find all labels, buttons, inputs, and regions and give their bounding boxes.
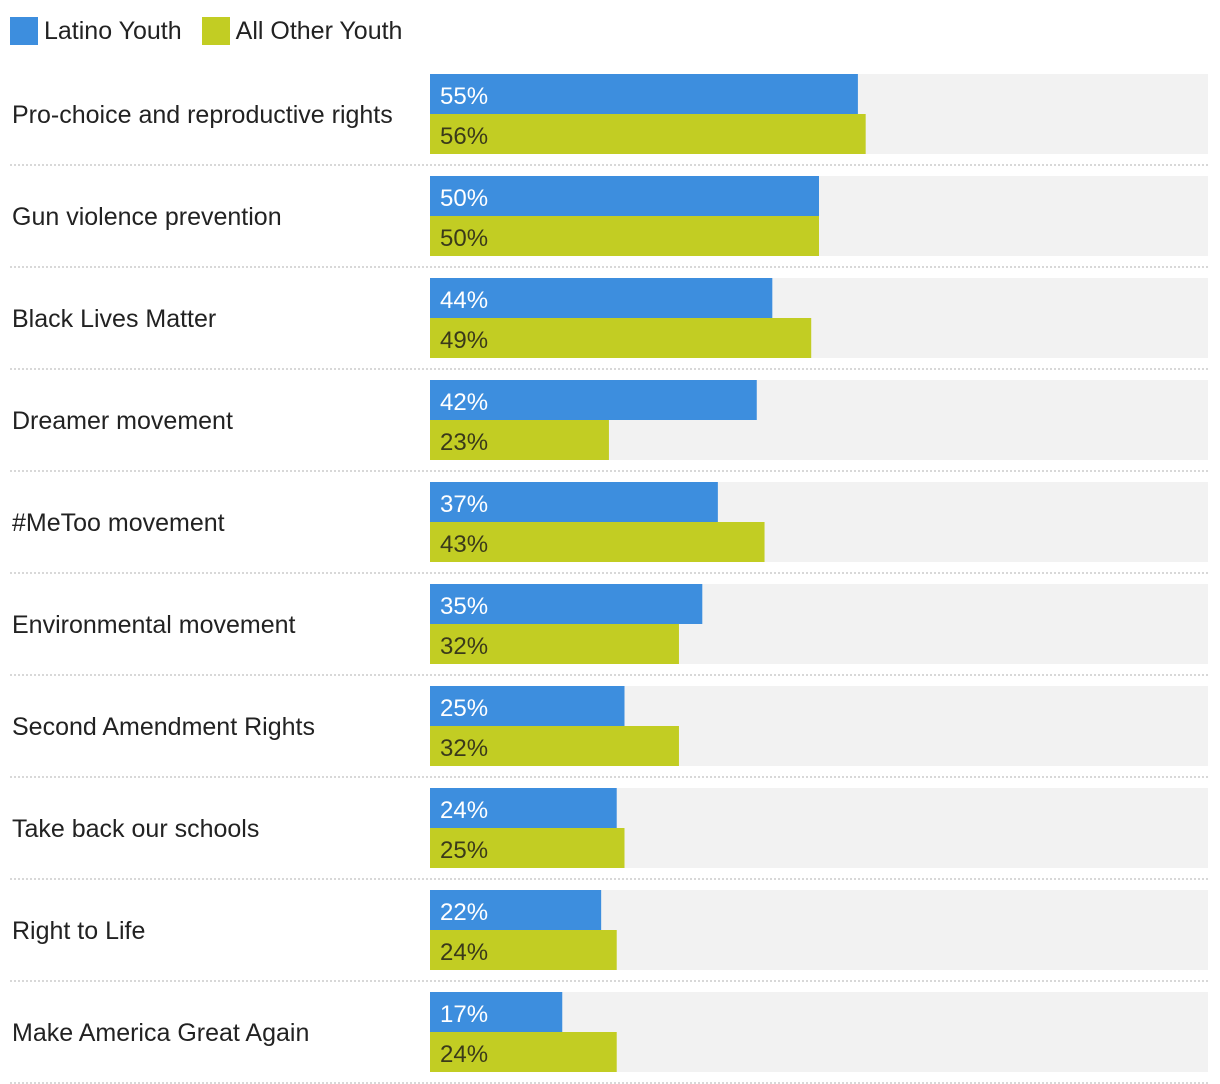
bar-all-other-youth-make-america-great-again <box>430 1032 617 1072</box>
bar-all-other-youth-gun-violence-prevention <box>430 216 819 256</box>
data-label-all-other-youth-right-to-life: 24% <box>440 939 488 966</box>
bar-latino-youth-environmental-movement <box>430 584 703 624</box>
data-label-latino-youth-right-to-life: 22% <box>440 899 488 926</box>
bar-all-other-youth-take-back-our-schools <box>430 828 625 868</box>
data-label-all-other-youth-make-america-great-again: 24% <box>440 1041 488 1068</box>
bar-all-other-youth-metoo-movement <box>430 522 765 562</box>
data-label-latino-youth-dreamer-movement: 42% <box>440 389 488 416</box>
data-label-latino-youth-black-lives-matter: 44% <box>440 287 488 314</box>
data-label-latino-youth-metoo-movement: 37% <box>440 491 488 518</box>
data-label-latino-youth-make-america-great-again: 17% <box>440 1001 488 1028</box>
category-label-pro-choice-and-reproductive-rights: Pro-choice and reproductive rights <box>12 101 393 129</box>
category-label-black-lives-matter: Black Lives Matter <box>12 305 216 333</box>
data-label-all-other-youth-black-lives-matter: 49% <box>440 327 488 354</box>
bar-all-other-youth-dreamer-movement <box>430 420 609 460</box>
data-label-all-other-youth-gun-violence-prevention: 50% <box>440 225 488 252</box>
category-label-right-to-life: Right to Life <box>12 917 145 945</box>
data-label-all-other-youth-metoo-movement: 43% <box>440 531 488 558</box>
category-label-environmental-movement: Environmental movement <box>12 611 296 639</box>
data-label-latino-youth-take-back-our-schools: 24% <box>440 797 488 824</box>
legend-swatch-all-other-youth <box>201 17 230 45</box>
bar-all-other-youth-pro-choice-and-reproductive-rights <box>430 114 866 154</box>
legend-swatch-latino-youth <box>10 17 38 45</box>
legend-label-all-other-youth: All Other Youth <box>235 16 403 45</box>
bar-latino-youth-gun-violence-prevention <box>430 176 819 216</box>
category-label-metoo-movement: #MeToo movement <box>12 509 225 537</box>
bar-all-other-youth-right-to-life <box>430 930 617 970</box>
category-label-take-back-our-schools: Take back our schools <box>12 815 259 843</box>
data-label-all-other-youth-second-amendment-rights: 32% <box>440 735 488 762</box>
bar-all-other-youth-second-amendment-rights <box>430 726 679 766</box>
category-label-make-america-great-again: Make America Great Again <box>12 1019 309 1047</box>
data-label-latino-youth-environmental-movement: 35% <box>440 593 488 620</box>
chart-legend: Latino Youth All Other Youth <box>10 14 422 48</box>
bar-all-other-youth-environmental-movement <box>430 624 679 664</box>
bar-latino-youth-right-to-life <box>430 890 602 930</box>
data-label-all-other-youth-take-back-our-schools: 25% <box>440 837 488 864</box>
data-label-all-other-youth-pro-choice-and-reproductive-rights: 56% <box>440 123 488 150</box>
category-label-gun-violence-prevention: Gun violence prevention <box>12 203 282 231</box>
legend-item-latino-youth: Latino Youth <box>10 17 182 46</box>
legend-label-latino-youth: Latino Youth <box>44 16 182 45</box>
bar-latino-youth-take-back-our-schools <box>430 788 617 828</box>
data-label-all-other-youth-environmental-movement: 32% <box>440 633 488 660</box>
legend-item-all-other-youth: All Other Youth <box>201 16 403 46</box>
bar-all-other-youth-black-lives-matter <box>430 318 812 358</box>
bar-latino-youth-second-amendment-rights <box>430 686 625 726</box>
category-label-second-amendment-rights: Second Amendment Rights <box>12 713 315 741</box>
data-label-latino-youth-second-amendment-rights: 25% <box>440 695 488 722</box>
data-label-latino-youth-pro-choice-and-reproductive-rights: 55% <box>440 83 488 110</box>
bar-latino-youth-metoo-movement <box>430 482 718 522</box>
bar-latino-youth-pro-choice-and-reproductive-rights <box>430 74 858 114</box>
category-label-dreamer-movement: Dreamer movement <box>12 407 233 435</box>
bar-latino-youth-black-lives-matter <box>430 278 773 318</box>
data-label-all-other-youth-dreamer-movement: 23% <box>440 429 488 456</box>
bar-latino-youth-dreamer-movement <box>430 380 757 420</box>
data-label-latino-youth-gun-violence-prevention: 50% <box>440 185 488 212</box>
bar-latino-youth-make-america-great-again <box>430 992 563 1032</box>
